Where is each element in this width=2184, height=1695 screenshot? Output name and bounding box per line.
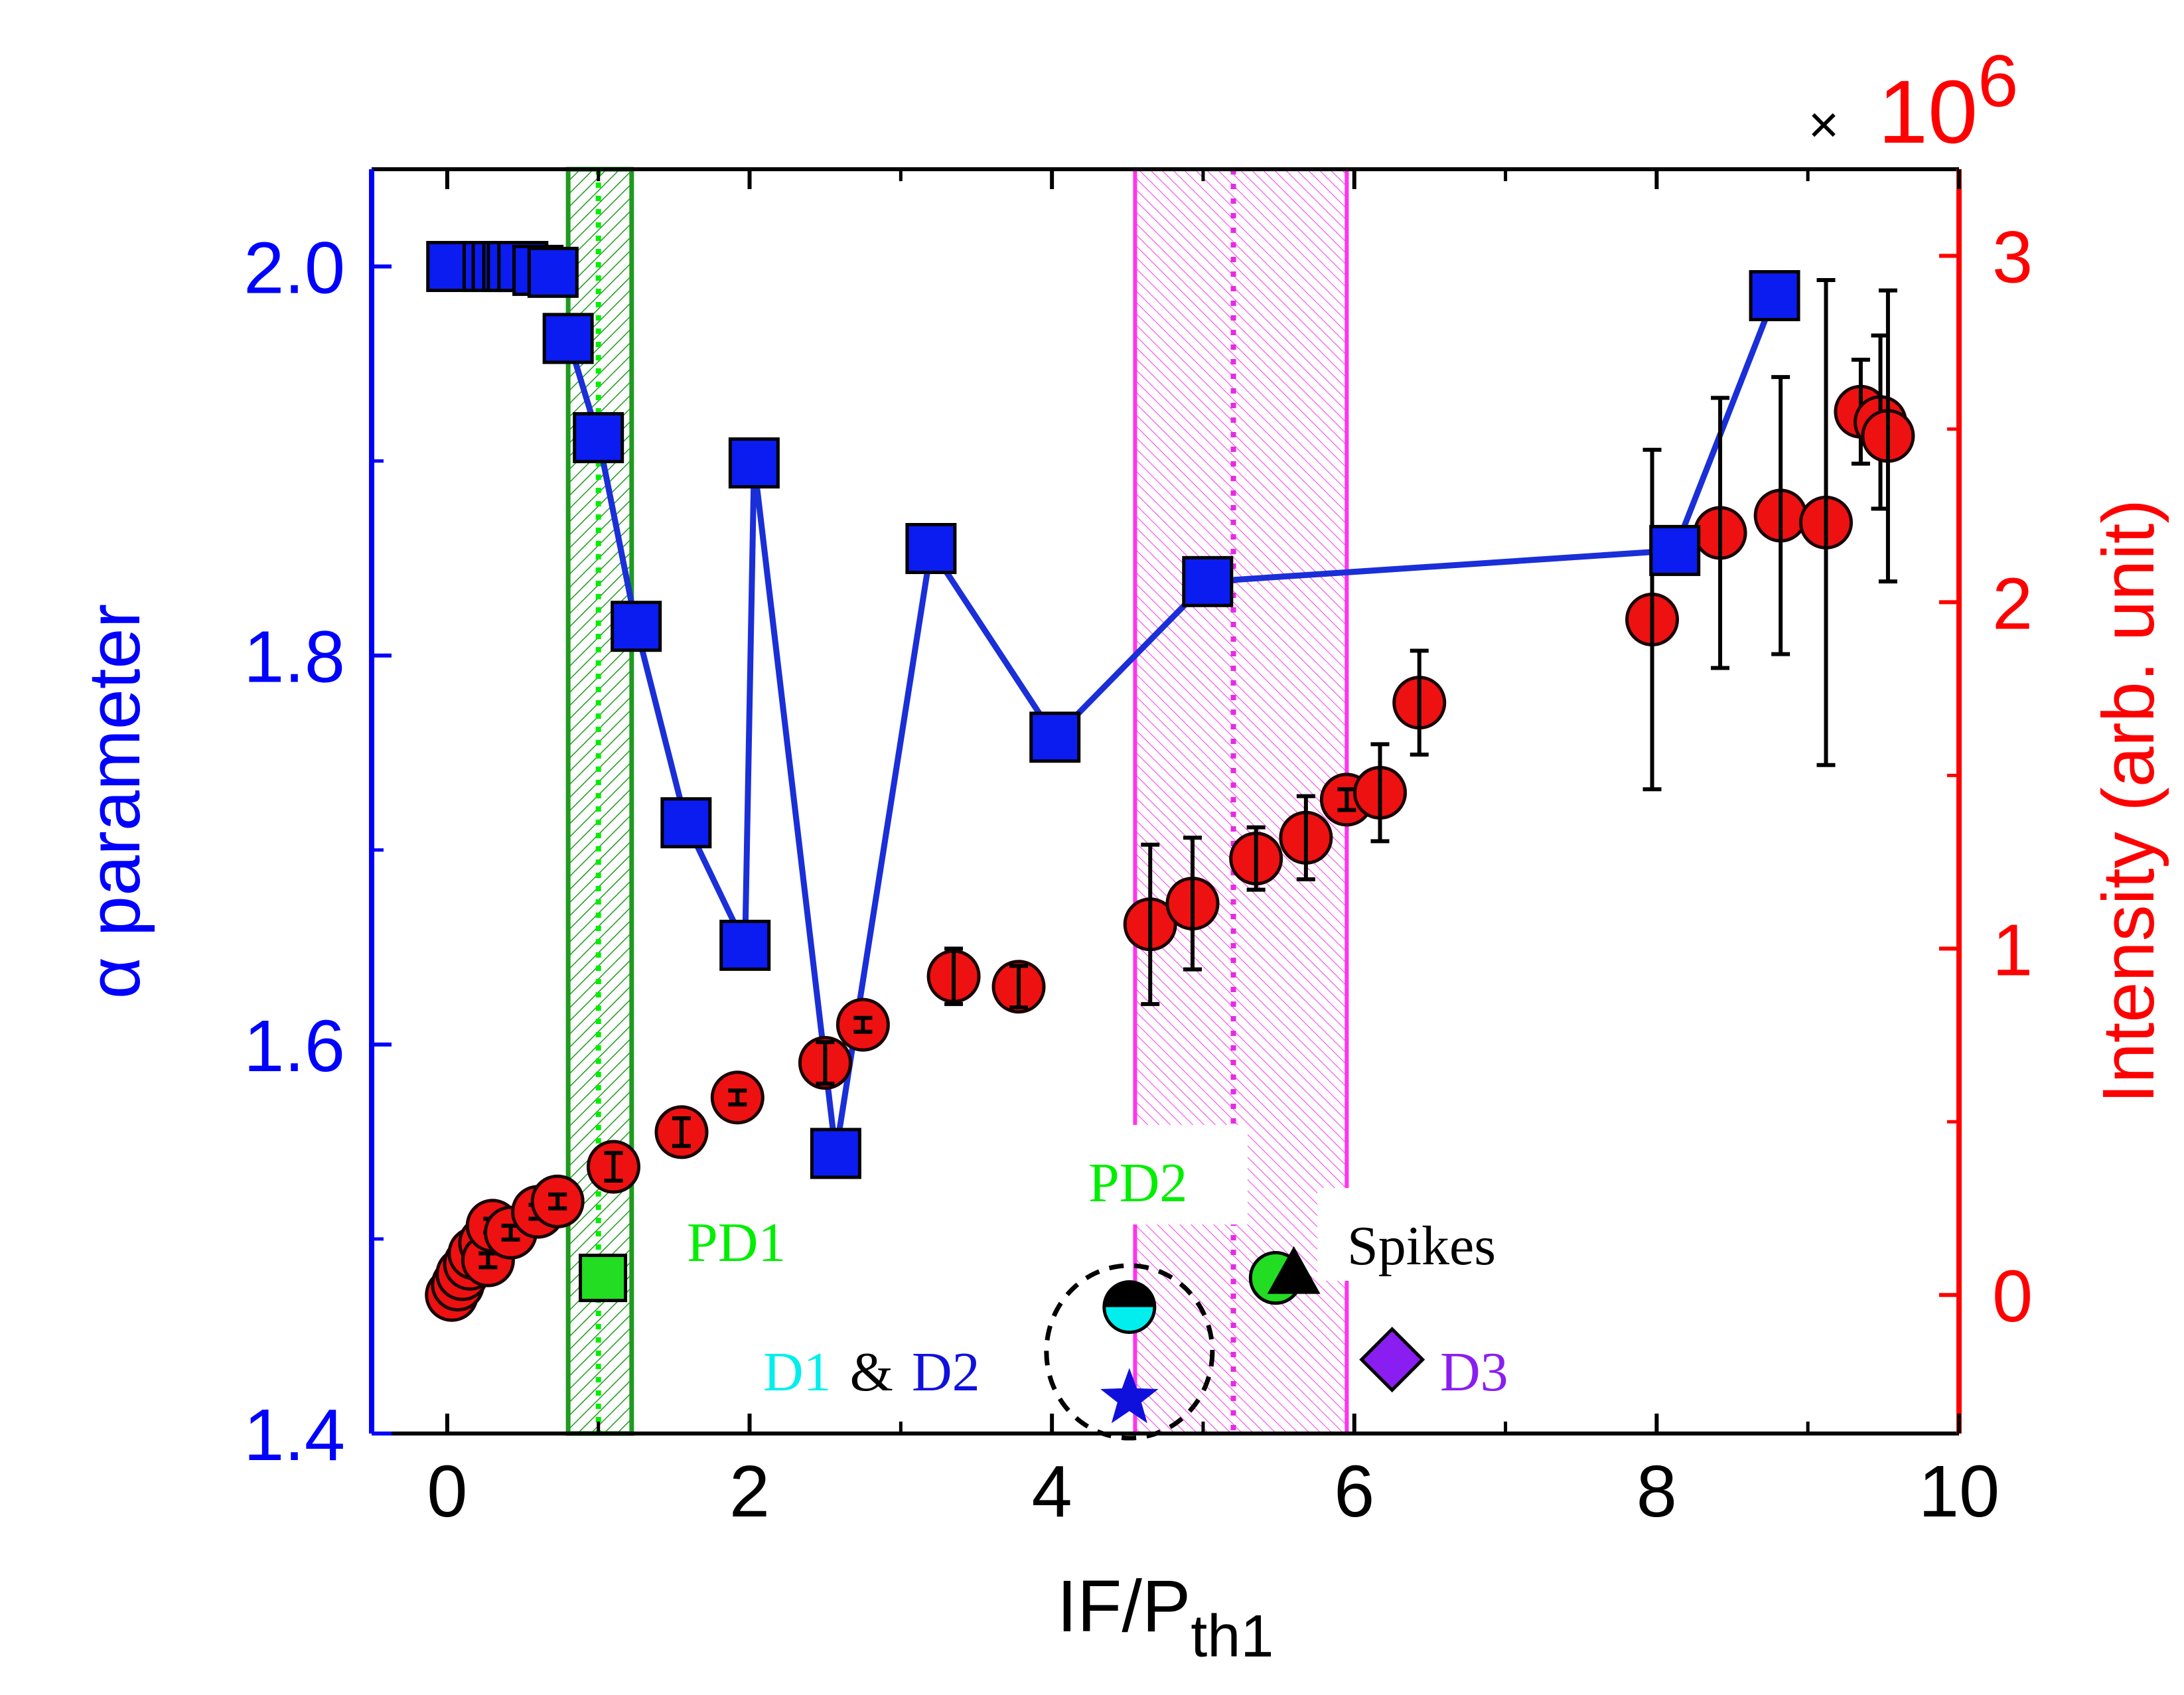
legend-markers (579, 1246, 1425, 1441)
alpha-marker (905, 523, 957, 574)
intensity-point (1229, 825, 1283, 892)
left-y-tick-label: 2.0 (244, 228, 345, 309)
pd1-label: PD1 (687, 1212, 786, 1274)
right-y-tick-label: 0 (1992, 1256, 2033, 1337)
alpha-marker (1029, 711, 1081, 763)
intensity-series (425, 278, 1915, 1322)
alpha-marker (542, 313, 594, 364)
alpha-marker (728, 437, 780, 489)
diamond-marker (1359, 1327, 1425, 1393)
alpha-marker (611, 601, 662, 652)
left-y-tick-label: 1.4 (244, 1394, 345, 1476)
right-y-tick-label: 2 (1992, 563, 2033, 644)
right-y-tick-label: 3 (1992, 216, 2033, 298)
half-circle-outline (1102, 1280, 1157, 1334)
pd1-square-marker (579, 1254, 628, 1303)
intensity-point (654, 1105, 709, 1159)
alpha-marker (573, 411, 624, 463)
dashed-circle-annotation (1044, 1263, 1215, 1441)
intensity-point (1625, 447, 1680, 792)
alpha-marker (1182, 555, 1234, 607)
alpha-series (426, 241, 1800, 1179)
alpha-marker (810, 1128, 861, 1179)
left-y-ticks: 1.4 1.6 1.8 2.0 (244, 228, 392, 1476)
alpha-marker (1649, 524, 1701, 576)
plot-frame (369, 167, 1962, 1436)
x-tick-label: 4 (1032, 1451, 1072, 1532)
d1-label: D1 (763, 1341, 832, 1403)
intensity-point (836, 997, 890, 1052)
x-ticks: 0 2 4 6 8 10 (427, 169, 2000, 1532)
intensity-point (1352, 742, 1407, 844)
multiplier-base: 106 (1878, 40, 2018, 162)
d1-d2-label: D1 & D2 (763, 1341, 980, 1403)
intensity-point (798, 1036, 852, 1090)
intensity-point (926, 946, 981, 1006)
x-tick-label: 10 (1919, 1451, 2000, 1532)
alpha-marker (527, 246, 579, 298)
star-icon (1100, 1368, 1159, 1424)
left-y-tick-label: 1.6 (244, 1005, 345, 1087)
pd2-label: PD2 (1088, 1152, 1187, 1214)
x-tick-label: 8 (1637, 1451, 1677, 1532)
intensity-point (1392, 648, 1447, 757)
intensity-point (991, 960, 1046, 1014)
alpha-marker (719, 919, 771, 971)
x-axis-label-sub: th1 (1191, 1603, 1274, 1670)
spikes-label-background (1317, 1188, 1569, 1281)
d2-label: D2 (912, 1341, 980, 1403)
intensity-point (1799, 278, 1854, 767)
intensity-point (530, 1174, 585, 1228)
alpha-connecting-line (565, 294, 1778, 1154)
intensity-point (1861, 288, 1915, 584)
intensity-point (1165, 836, 1220, 972)
multiplier-symbol: × (1808, 95, 1840, 154)
x-axis-label: IF/Pth1 (1057, 1566, 1274, 1670)
triangle-marker (1267, 1246, 1321, 1294)
multiplier-exponent: 6 (1978, 40, 2018, 122)
intensity-point (1753, 375, 1808, 656)
x-tick-label: 2 (729, 1451, 770, 1532)
half-circle-bottom (1104, 1307, 1155, 1333)
intensity-point (710, 1070, 764, 1125)
left-y-tick-label: 1.8 (244, 617, 345, 698)
x-tick-label: 0 (427, 1451, 467, 1532)
right-y-ticks: 0 1 2 3 (1939, 81, 2033, 1337)
x-axis-label-main: IF/P (1057, 1566, 1191, 1647)
spikes-label: Spikes (1347, 1215, 1496, 1277)
alpha-series-line (565, 294, 1778, 1154)
alpha-marker (1749, 270, 1800, 321)
pd2-band (1133, 167, 1349, 1436)
intensity-point (1279, 794, 1333, 881)
ampersand-label: & (850, 1341, 893, 1403)
right-y-tick-label: 1 (1992, 909, 2033, 991)
multiplier-base-text: 10 (1878, 62, 1978, 162)
intensity-point (586, 1140, 640, 1194)
x-tick-label: 6 (1334, 1451, 1374, 1532)
pd2-label-background (1078, 1125, 1248, 1224)
intensity-point (1693, 396, 1747, 670)
alpha-marker (660, 797, 712, 849)
left-y-axis-label: α parameter (74, 604, 155, 999)
intensity-point (1123, 842, 1177, 1006)
half-circle-top (1104, 1282, 1155, 1307)
d3-label: D3 (1440, 1341, 1508, 1403)
right-y-axis-label: Intensity (arb. unit) (2088, 499, 2169, 1104)
